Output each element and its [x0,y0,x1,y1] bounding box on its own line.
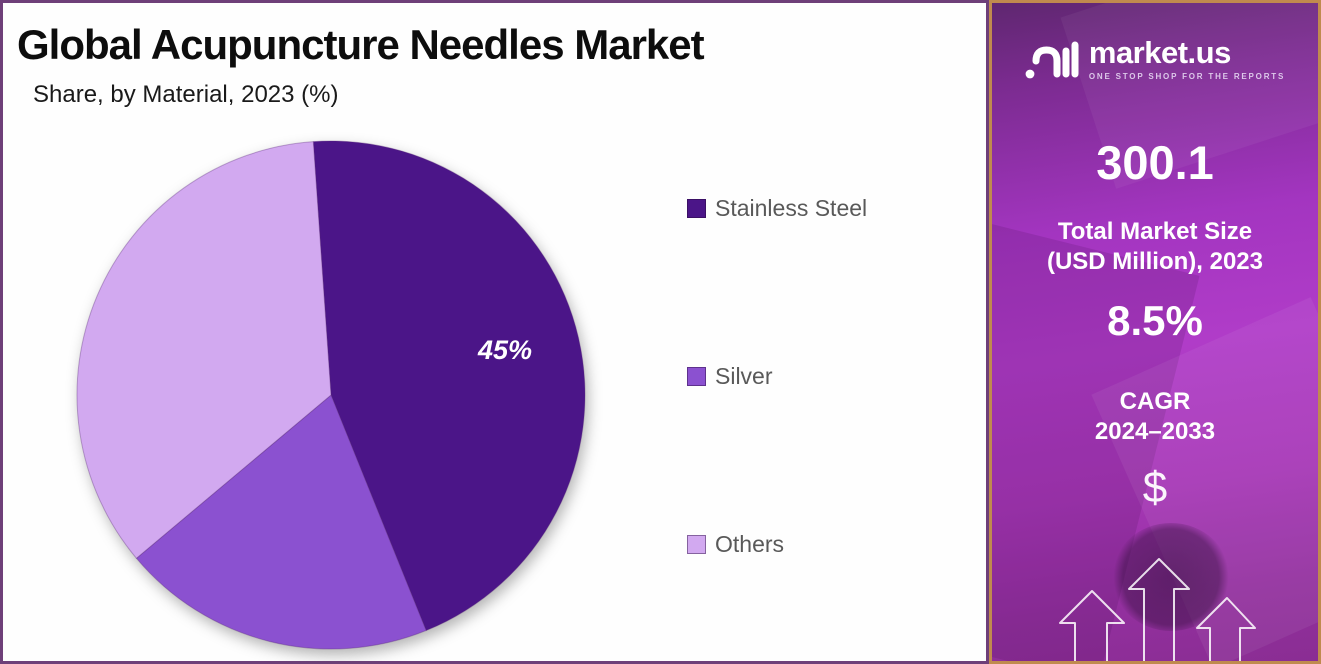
market-size-value: 300.1 [1096,136,1214,189]
logo-tagline: ONE STOP SHOP FOR THE REPORTS [1088,72,1286,81]
marketus-logo-icon [1025,41,1079,79]
market-size-label-line2: (USD Million), 2023 [1046,248,1264,275]
legend-item-others: Others [687,531,867,558]
chart-subtitle: Share, by Material, 2023 (%) [33,81,339,108]
legend-item-stainless-steel: Stainless Steel [687,195,867,222]
legend-swatch-icon [687,535,706,554]
market-size-label: Total Market Size (USD Million), 2023 [992,217,1318,277]
page-title: Global Acupuncture Needles Market [17,21,705,68]
pie-slice-silver [135,394,427,650]
cagr-label: CAGR 2024–2033 [992,387,1318,447]
pie-chart-svg [76,140,586,650]
legend-label: Others [715,531,785,557]
market-size-label-line1: Total Market Size [1057,218,1253,245]
marketus-logo: market.us ONE STOP SHOP FOR THE REPORTS [992,37,1318,83]
dollar-icon: $ [1142,463,1168,512]
legend-label: Stainless Steel [715,195,868,221]
brand-sidebar: market.us ONE STOP SHOP FOR THE REPORTS … [989,0,1321,664]
pie-slice-others [76,141,332,559]
chart-panel: Global Acupuncture Needles Market Share,… [0,0,989,664]
legend-label: Silver [715,363,773,389]
cagr-value: 8.5% [1107,297,1203,344]
legend-swatch-icon [687,199,706,218]
chart-legend: Stainless Steel Silver Others [687,195,867,558]
growth-arrows-icon [1059,558,1256,661]
logo-brand-text: market.us [1088,35,1231,70]
legend-item-silver: Silver [687,363,867,390]
pie-slice-value-label: 45% [477,335,533,365]
cagr-label-line2: 2024–2033 [1094,418,1216,445]
legend-swatch-icon [687,367,706,386]
pie-slice-stainless-steel [312,140,586,632]
pie-chart: 45% [71,135,591,655]
cagr-label-line1: CAGR [1119,388,1191,415]
